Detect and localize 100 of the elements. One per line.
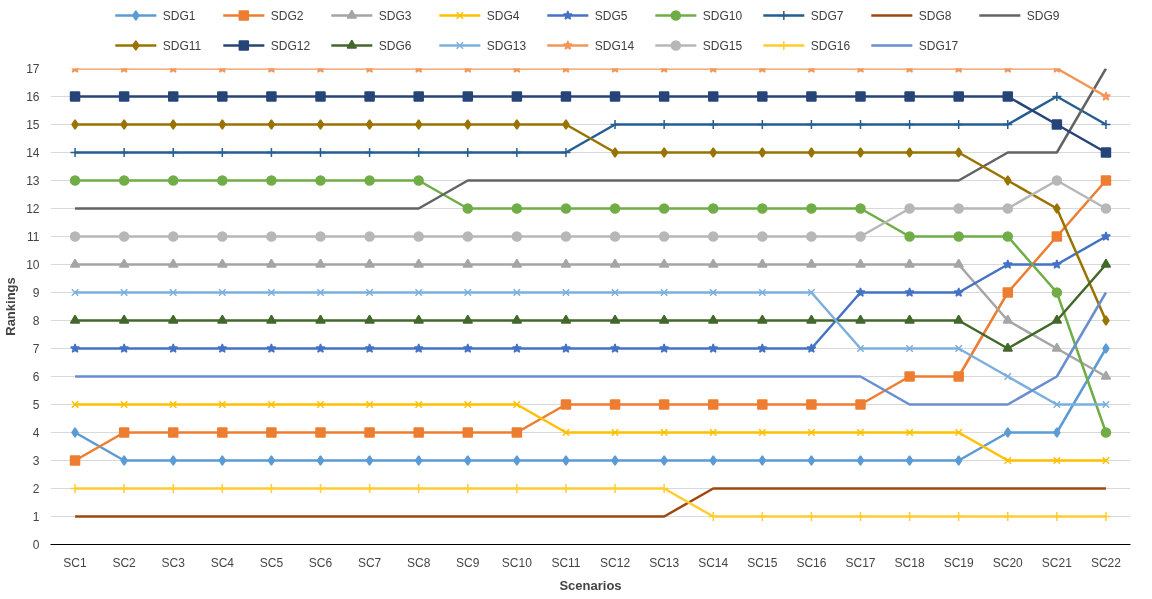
- y-tick-label: 1: [32, 510, 40, 524]
- point: [1002, 91, 1014, 102]
- point: [806, 314, 817, 324]
- point: [904, 371, 915, 382]
- x-tick-label: SC7: [357, 555, 382, 570]
- y-tick-label: 4: [32, 426, 40, 440]
- point: [855, 231, 866, 242]
- point: [856, 147, 865, 158]
- point: [1051, 231, 1063, 242]
- x-tick-label: SC20: [992, 555, 1024, 570]
- point: [1051, 259, 1062, 269]
- x-tick-label: SC22: [1090, 555, 1122, 570]
- point: [1100, 119, 1112, 130]
- point: [609, 483, 621, 494]
- point: [266, 231, 277, 242]
- point: [757, 399, 768, 410]
- point: [1100, 175, 1112, 186]
- point: [707, 258, 719, 268]
- point: [560, 314, 572, 324]
- point: [1002, 314, 1014, 324]
- point: [856, 344, 865, 353]
- point: [806, 91, 817, 102]
- point: [658, 314, 670, 324]
- point: [560, 258, 572, 268]
- point: [414, 400, 423, 409]
- x-tick-label: SC10: [501, 555, 533, 570]
- point: [1051, 287, 1063, 298]
- point: [120, 400, 129, 409]
- x-tick-label: SC18: [894, 555, 925, 570]
- x-tick-label: SC4: [210, 555, 235, 570]
- point: [1100, 511, 1112, 522]
- point: [953, 231, 964, 242]
- point: [414, 455, 423, 466]
- point: [513, 119, 521, 130]
- point: [511, 91, 523, 102]
- point: [560, 399, 572, 410]
- point: [511, 258, 523, 268]
- point: [1004, 175, 1012, 186]
- point: [1100, 203, 1112, 214]
- point: [905, 147, 914, 158]
- x-tick-label: SC14: [698, 555, 729, 570]
- point: [953, 91, 964, 102]
- point: [905, 455, 914, 466]
- point: [413, 314, 424, 324]
- x-tick-label: SC5: [259, 555, 284, 570]
- point: [757, 314, 768, 324]
- point: [658, 399, 670, 410]
- y-tick-label: 14: [26, 146, 40, 160]
- point: [1002, 119, 1014, 130]
- point: [69, 91, 81, 102]
- y-axis-title: Rankings: [3, 277, 19, 336]
- point: [511, 147, 523, 158]
- point: [267, 119, 276, 130]
- point: [1100, 258, 1112, 268]
- point: [364, 175, 375, 186]
- point: [315, 175, 326, 186]
- point: [954, 455, 963, 466]
- point: [365, 400, 374, 409]
- point: [69, 455, 81, 466]
- point: [169, 455, 177, 466]
- point: [609, 203, 621, 214]
- point: [462, 91, 474, 102]
- point: [1051, 175, 1063, 186]
- point: [413, 175, 424, 186]
- point: [217, 91, 228, 102]
- point: [707, 91, 719, 102]
- point: [365, 455, 374, 466]
- point: [413, 258, 424, 268]
- x-tick-label: SC3: [161, 555, 186, 570]
- point: [609, 399, 621, 410]
- point: [904, 231, 915, 242]
- point: [1051, 342, 1063, 352]
- y-tick-label: 10: [26, 258, 40, 272]
- point: [954, 147, 963, 158]
- point: [69, 483, 81, 494]
- point: [464, 455, 472, 466]
- x-tick-label: SC19: [943, 555, 975, 570]
- point: [462, 314, 474, 324]
- point: [511, 427, 523, 438]
- point: [462, 258, 474, 268]
- point: [266, 91, 277, 102]
- y-tick-label: 15: [26, 118, 40, 132]
- x-tick-label: SC2: [112, 555, 137, 570]
- point: [807, 455, 816, 466]
- point: [120, 119, 128, 130]
- point: [217, 314, 228, 324]
- point: [462, 203, 474, 214]
- point: [1100, 147, 1112, 158]
- point: [953, 371, 964, 382]
- legend-label: SDG2: [270, 8, 304, 23]
- point: [266, 314, 277, 324]
- x-tick-label: SC9: [456, 555, 480, 570]
- point: [904, 287, 915, 297]
- point: [855, 287, 866, 297]
- x-tick-label: SC16: [796, 555, 827, 570]
- point: [118, 483, 130, 494]
- point: [217, 427, 228, 438]
- point: [169, 400, 178, 409]
- point: [120, 455, 128, 466]
- point: [414, 119, 423, 130]
